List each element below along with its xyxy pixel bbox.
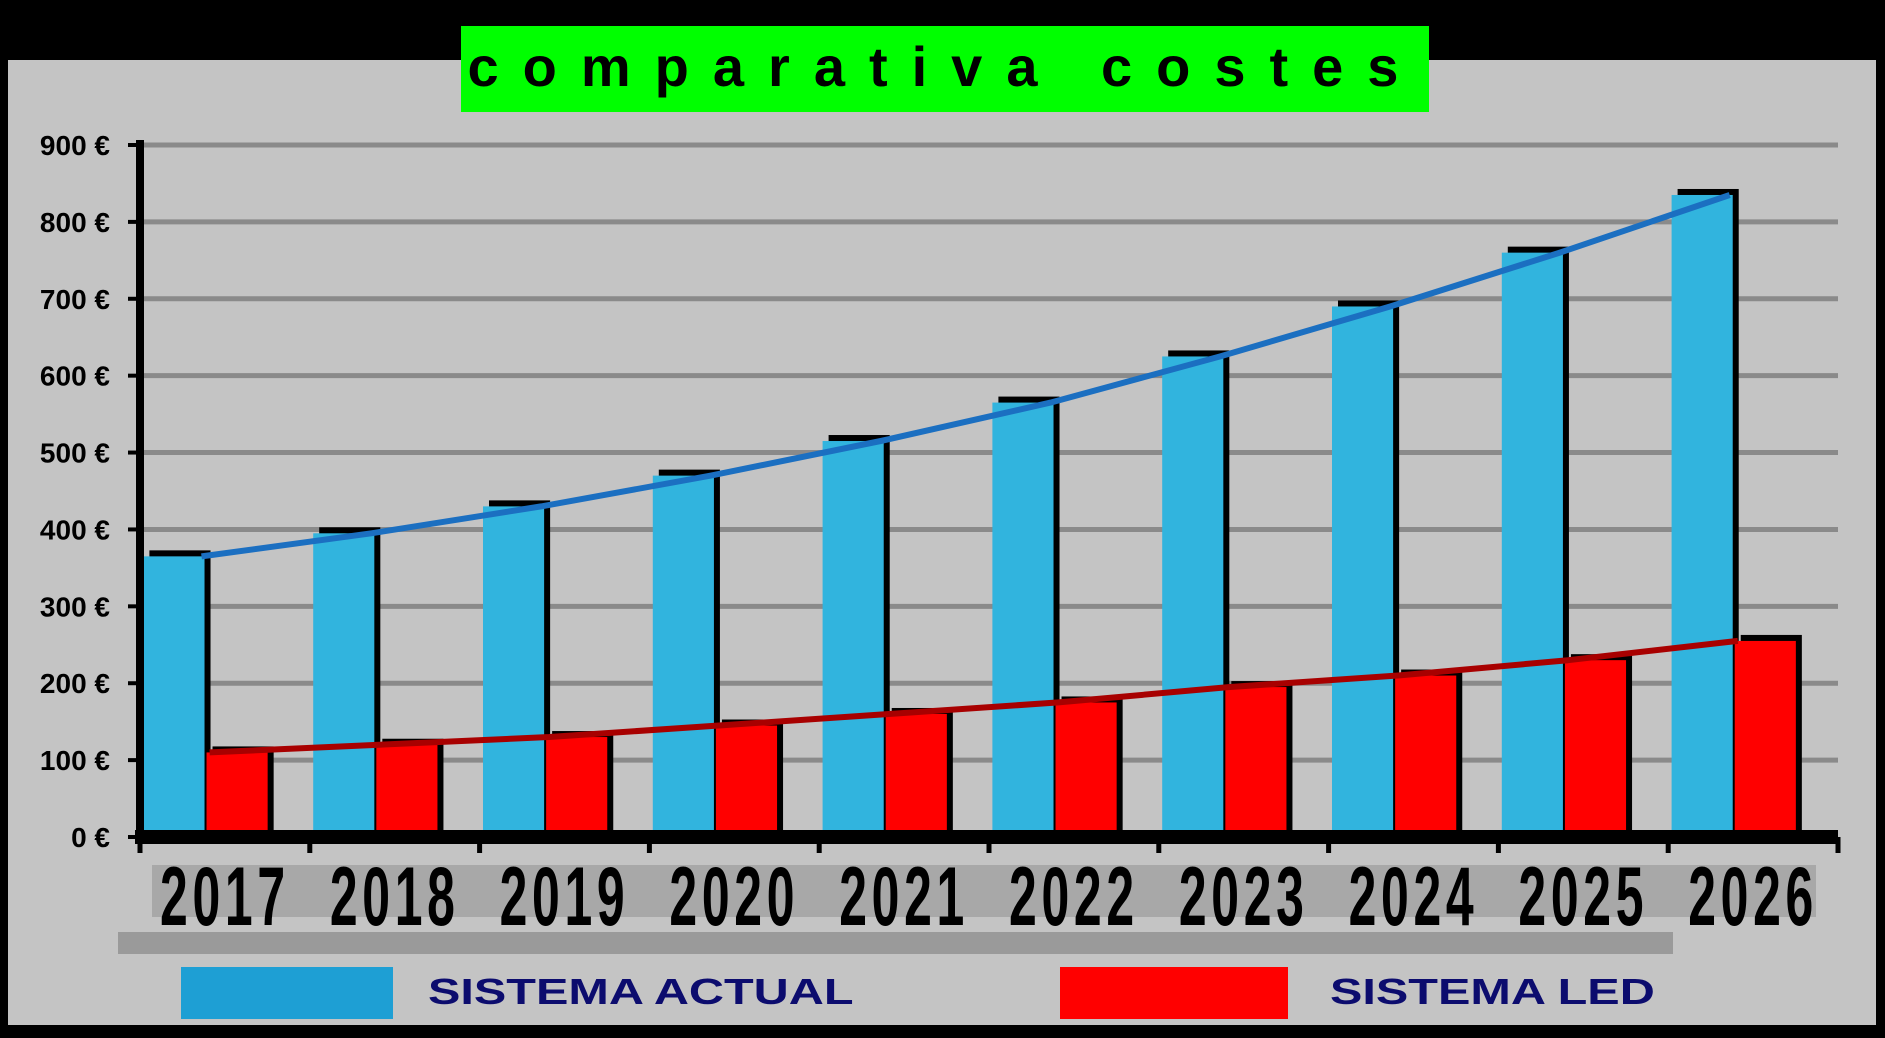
axes — [128, 140, 1841, 853]
legend-swatch — [181, 967, 393, 1019]
legend-label: SISTEMA ACTUAL — [428, 972, 854, 1012]
bar-sistema-actual — [1162, 356, 1224, 837]
y-tick-label: 100 € — [40, 745, 110, 776]
bar-sistema-actual — [143, 556, 205, 837]
x-tick-label: 2026 — [1688, 850, 1818, 943]
bars — [143, 188, 1802, 838]
bar-sistema-actual — [482, 506, 545, 837]
bar-sistema-actual — [1331, 306, 1394, 837]
bar-sistema-led — [1395, 675, 1457, 837]
y-tick-label: 700 € — [40, 284, 110, 315]
bar-sistema-led — [1055, 702, 1117, 837]
x-tick-label: 2024 — [1349, 850, 1479, 943]
bar-sistema-actual — [1501, 252, 1563, 838]
legend-top-band — [118, 932, 1673, 954]
bar-sistema-actual — [313, 533, 375, 837]
trendline-sistema-led — [209, 637, 1739, 756]
y-tick-label: 500 € — [40, 438, 110, 469]
trendline-sistema-actual — [201, 192, 1731, 560]
title-box — [461, 26, 1429, 112]
y-tick-label: 600 € — [40, 361, 110, 392]
bar-sistema-led — [206, 752, 268, 837]
legend-swatch — [1060, 967, 1288, 1019]
bar-sistema-led — [715, 725, 778, 837]
y-tick-label: 200 € — [40, 668, 110, 699]
bar-sistema-led — [546, 737, 608, 837]
x-tick-label: 2023 — [1179, 850, 1309, 943]
bar-sistema-actual — [992, 402, 1054, 837]
bar-sistema-led — [376, 744, 438, 837]
x-tick-label: 2022 — [1009, 850, 1139, 943]
y-tick-label: 0 € — [71, 822, 110, 853]
y-tick-label: 400 € — [40, 514, 110, 545]
bar-sistema-actual — [822, 441, 884, 837]
y-tick-label: 900 € — [40, 130, 110, 161]
y-tick-label: 300 € — [40, 591, 110, 622]
legend-label: SISTEMA LED — [1330, 972, 1655, 1012]
y-tick-label: 800 € — [40, 207, 110, 238]
category-band — [152, 865, 1816, 917]
x-tick-label: 2018 — [330, 850, 460, 943]
legend: SISTEMA ACTUAL SISTEMA LED — [181, 967, 1655, 1019]
bar-sistema-actual — [652, 475, 714, 837]
chart-title: comparativa costes — [468, 35, 1423, 98]
trendlines — [201, 192, 1739, 756]
x-axis-tick-labels: 2017 2018 2019 2020 2021 2022 2023 2024 2025 2026 — [160, 850, 1818, 943]
y-axis-tick-labels: 0 € 100 € 200 € 300 € 400 € 500 € 600 € 700 € 80… — [40, 130, 110, 853]
x-tick-label: 2019 — [500, 850, 630, 943]
x-tick-label: 2020 — [669, 850, 799, 943]
legend-box — [155, 954, 1875, 1014]
bar-sistema-led — [1564, 660, 1627, 837]
x-tick-label: 2025 — [1518, 850, 1648, 943]
bar-sistema-led — [1225, 687, 1287, 837]
x-tick-label: 2021 — [839, 850, 969, 943]
bar-sistema-led — [885, 713, 947, 837]
x-tick-label: 2017 — [160, 850, 290, 943]
bar-sistema-actual — [1671, 194, 1733, 837]
bar-sistema-led — [1734, 640, 1796, 837]
